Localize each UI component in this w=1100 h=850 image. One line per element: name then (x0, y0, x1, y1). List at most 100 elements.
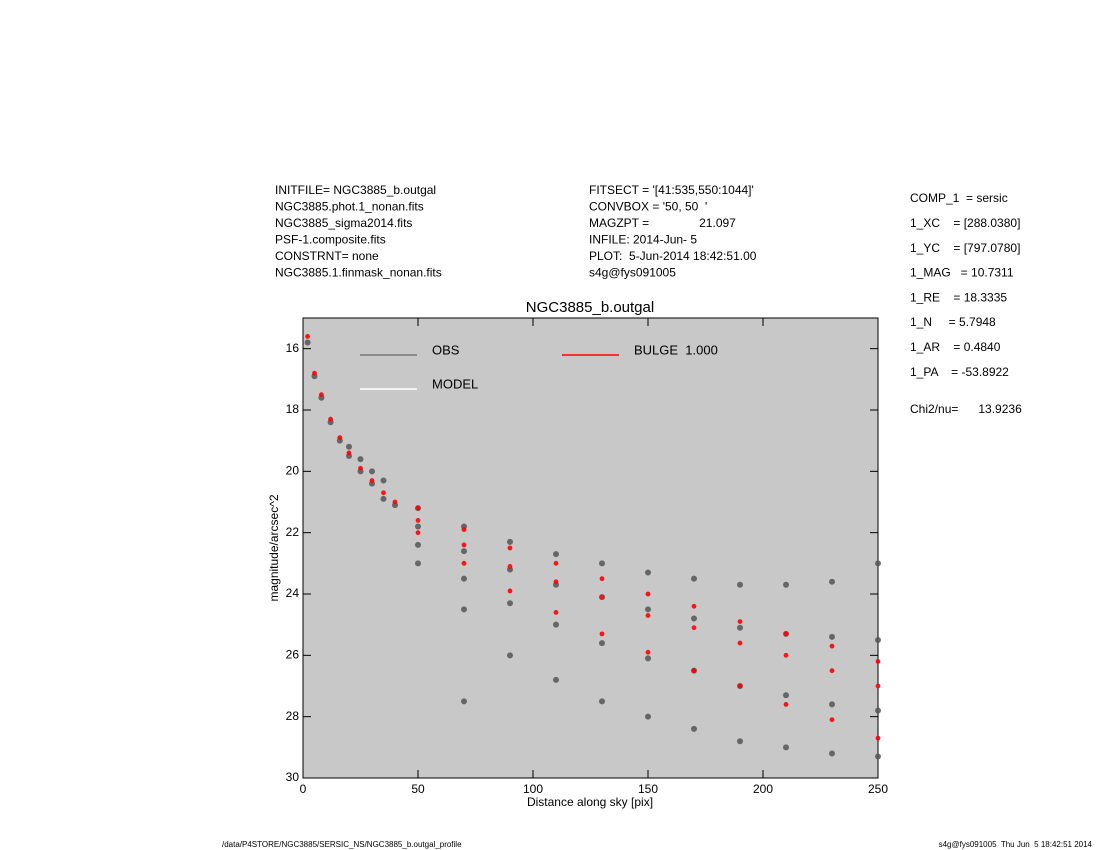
point (691, 625, 697, 631)
point (358, 465, 363, 471)
point (507, 652, 513, 659)
footer-left: /data/P4STORE/NGC3885/SERSIC_NS/NGC3885_… (222, 840, 462, 849)
point (829, 750, 835, 757)
point (369, 468, 375, 475)
point (737, 640, 743, 646)
point (319, 392, 324, 398)
x-tick-label: 0 (300, 782, 307, 796)
point (461, 527, 467, 532)
legend-label: MODEL (432, 376, 478, 391)
x-tick-label: 50 (411, 782, 425, 796)
parameter: 1_N = 5.7948 (910, 315, 996, 329)
point (645, 649, 651, 655)
point (328, 416, 333, 422)
parameter: 1_PA = -53.8922 (910, 365, 1009, 379)
legend-label: BULGE 1.000 (634, 342, 718, 357)
point (829, 578, 835, 585)
x-axis-label: Distance along sky [pix] (527, 795, 653, 809)
point (783, 702, 789, 707)
point (380, 477, 387, 484)
point (507, 564, 513, 569)
point (415, 523, 421, 530)
point (829, 643, 835, 649)
header-middle-line: MAGZPT = 21.097 (589, 216, 736, 230)
point (645, 655, 651, 662)
point (507, 538, 513, 545)
footer-right: s4g@fys091005 Thu Jun 5 18:42:51 2014 (939, 840, 1093, 849)
point (645, 606, 651, 613)
header-left-line: CONSTRNT= none (275, 249, 379, 263)
parameter: 1_YC = [797.0780] (910, 241, 1020, 255)
point (737, 624, 743, 631)
point (829, 701, 835, 708)
header-left-line: NGC3885_sigma2014.fits (275, 216, 412, 230)
point (599, 560, 605, 567)
point (875, 637, 881, 643)
point (415, 530, 421, 536)
point (599, 576, 605, 582)
x-tick-label: 250 (868, 782, 888, 796)
point (783, 652, 789, 658)
y-tick-label: 30 (286, 770, 300, 784)
point (691, 575, 697, 582)
point (783, 744, 789, 751)
y-axis-label: magnitude/arcsec^2 (267, 494, 281, 601)
point (829, 633, 835, 640)
legend-label: OBS (432, 342, 460, 357)
header-left-line: PSF-1.composite.fits (275, 233, 386, 247)
point (415, 560, 421, 567)
header-left-line: NGC3885.phot.1_nonan.fits (275, 200, 424, 214)
parameter: 1_RE = 18.3335 (910, 290, 1007, 304)
point (415, 518, 421, 523)
parameter: 1_MAG = 10.7311 (910, 266, 1014, 280)
point (737, 738, 743, 745)
point (599, 640, 605, 647)
point (691, 668, 697, 674)
point (415, 541, 421, 548)
point (783, 631, 789, 637)
point (553, 621, 559, 628)
point (875, 659, 881, 664)
point (599, 698, 605, 705)
header-left-line: NGC3885.1.finmask_nonan.fits (275, 266, 442, 280)
y-tick-label: 28 (286, 709, 300, 723)
parameter: 1_AR = 0.4840 (910, 340, 1001, 354)
point (553, 610, 559, 615)
point (645, 591, 651, 597)
point (875, 707, 881, 714)
point (553, 579, 559, 585)
point (691, 615, 697, 622)
x-tick-label: 100 (523, 782, 543, 796)
point (829, 717, 835, 723)
point (737, 683, 743, 689)
y-tick-label: 16 (286, 341, 300, 355)
point (783, 581, 789, 588)
point (737, 619, 743, 624)
point (346, 443, 352, 450)
y-tick-label: 24 (286, 586, 300, 600)
point (346, 450, 352, 456)
point (357, 456, 364, 463)
header-middle-line: PLOT: 5-Jun-2014 18:42:51.00 (589, 249, 757, 263)
header-middle-line: FITSECT = '[41:535,550:1044]' (589, 183, 754, 197)
point (783, 692, 789, 699)
x-tick-label: 200 (753, 782, 773, 796)
point (875, 560, 881, 567)
point (369, 478, 375, 483)
point (337, 435, 343, 440)
point (380, 495, 387, 502)
x-tick-label: 150 (638, 782, 658, 796)
point (645, 569, 651, 576)
chi2: Chi2/nu= 13.9236 (910, 402, 1022, 416)
point (553, 676, 559, 683)
point (461, 606, 467, 613)
point (381, 490, 386, 496)
point (645, 613, 651, 618)
y-tick-label: 22 (286, 525, 300, 539)
y-tick-label: 26 (286, 648, 300, 662)
header-middle-line: INFILE: 2014-Jun- 5 (589, 233, 697, 247)
point (829, 668, 835, 674)
header-left-line: INITFILE= NGC3885_b.outgal (275, 183, 436, 197)
point (553, 560, 559, 566)
point (507, 600, 513, 607)
